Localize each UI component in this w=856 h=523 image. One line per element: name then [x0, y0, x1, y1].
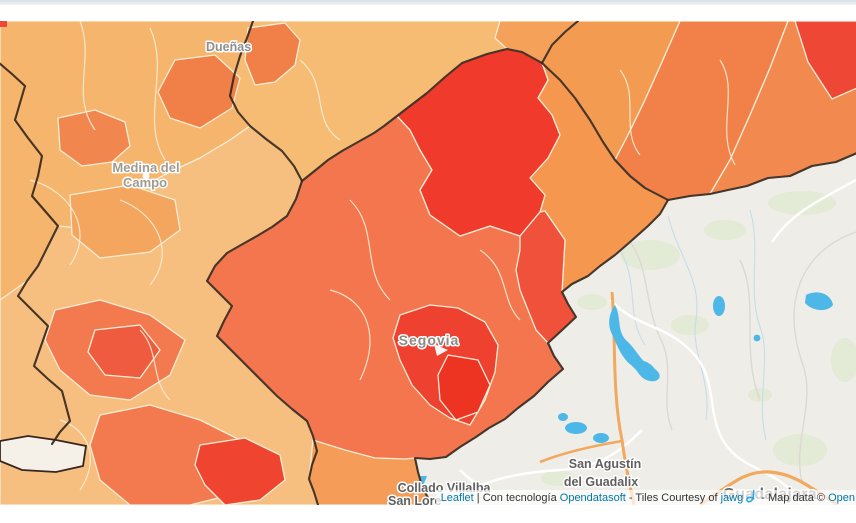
- town-markers: [142, 172, 448, 356]
- opendatasoft-link[interactable]: Opendatasoft: [559, 492, 626, 504]
- label-san-agustin-line1: San Agustín: [569, 457, 641, 471]
- label-segovia: Segovia: [399, 332, 460, 348]
- label-san-agustin-line2: del Guadalix: [564, 475, 638, 489]
- osm-link[interactable]: Open: [828, 492, 855, 504]
- attribution-mapdata-text: - Map data ©: [758, 492, 829, 504]
- poi-triangle-icon: [419, 476, 427, 486]
- greenspace-patches: [541, 191, 856, 486]
- jawg-logo-icon: [745, 490, 756, 508]
- map-attribution-bar: Leaflet | Con tecnología Opendatasoft - …: [435, 490, 856, 508]
- browser-edge-strip: [0, 0, 856, 5]
- attribution-separator: |: [473, 492, 483, 504]
- label-san-lorenzo: San Lore: [388, 494, 442, 505]
- label-duenas: Dueñas: [206, 40, 251, 54]
- map-viewport[interactable]: Dueñas Medina del Campo Segovia Collado …: [0, 21, 856, 505]
- water-bodies: [419, 292, 833, 486]
- streams: [619, 209, 767, 441]
- municipal-borders: [29, 21, 736, 491]
- minor-roads: [621, 231, 856, 483]
- province-borders: [0, 21, 856, 505]
- leaflet-link[interactable]: Leaflet: [440, 492, 474, 504]
- attribution-tiles-text: - Tiles Courtesy of: [625, 492, 721, 504]
- map-canvas[interactable]: Dueñas Medina del Campo Segovia Collado …: [0, 21, 856, 505]
- label-medina-line1: Medina del: [112, 160, 179, 175]
- town-marker-icon: [434, 344, 448, 356]
- choropleth-layer: [0, 21, 856, 505]
- page-bottom-whitespace: [0, 505, 856, 523]
- attribution-tech-text: Con tecnología: [482, 492, 560, 504]
- label-medina-line2: Campo: [123, 175, 167, 190]
- jawg-link[interactable]: jawg: [720, 492, 744, 504]
- town-marker-icon: [142, 172, 150, 180]
- uncolored-municipality: [0, 435, 88, 473]
